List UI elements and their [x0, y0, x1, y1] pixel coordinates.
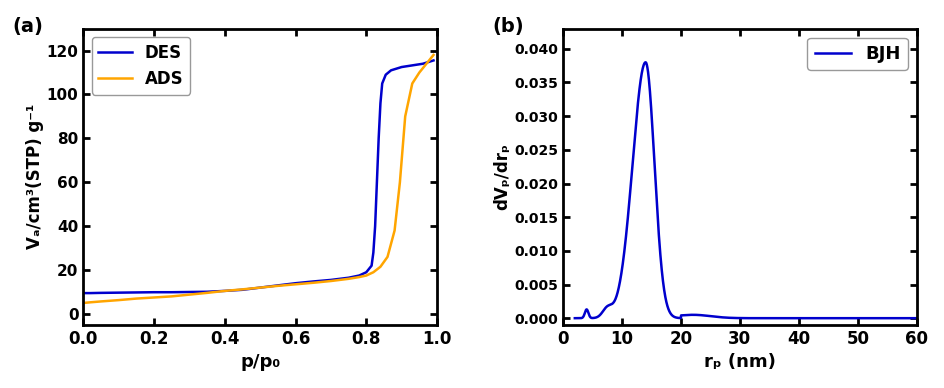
- DES: [219, 289, 230, 293]
- ADS: [272, 284, 283, 288]
- ADS: [201, 291, 212, 295]
- DES: [373, 136, 384, 141]
- DES: [113, 290, 125, 295]
- DES: [371, 180, 382, 185]
- ADS: [254, 285, 265, 290]
- Y-axis label: dVₚ/drₚ: dVₚ/drₚ: [493, 143, 511, 210]
- DES: [290, 281, 301, 286]
- DES: [201, 289, 212, 294]
- DES: [361, 270, 372, 275]
- ADS: [85, 300, 96, 305]
- DES: [166, 290, 177, 294]
- ADS: [290, 282, 301, 287]
- ADS: [113, 298, 125, 302]
- ADS: [413, 70, 425, 75]
- DES: [417, 61, 429, 66]
- DES: [367, 250, 379, 255]
- Legend: BJH: BJH: [806, 38, 907, 70]
- DES: [343, 275, 354, 280]
- ADS: [95, 299, 107, 304]
- DES: [379, 73, 391, 77]
- X-axis label: p/p₀: p/p₀: [240, 353, 280, 371]
- DES: [325, 277, 336, 282]
- ADS: [353, 275, 364, 279]
- ADS: [428, 53, 439, 57]
- DES: [385, 68, 396, 73]
- DES: [376, 81, 387, 86]
- DES: [130, 290, 142, 295]
- ADS: [424, 57, 435, 62]
- DES: [375, 101, 386, 106]
- DES: [77, 291, 89, 295]
- Line: DES: DES: [83, 61, 433, 293]
- Text: (a): (a): [12, 17, 43, 36]
- ADS: [325, 279, 336, 283]
- ADS: [389, 228, 400, 233]
- DES: [365, 263, 377, 268]
- DES: [307, 279, 318, 284]
- X-axis label: rₚ (nm): rₚ (nm): [703, 353, 775, 371]
- DES: [424, 59, 435, 64]
- ADS: [343, 277, 354, 281]
- DES: [410, 62, 421, 67]
- DES: [95, 291, 107, 295]
- DES: [254, 285, 265, 290]
- ADS: [219, 289, 230, 293]
- DES: [369, 224, 380, 229]
- ADS: [130, 296, 142, 301]
- ADS: [375, 265, 386, 269]
- DES: [420, 60, 431, 65]
- ADS: [394, 180, 405, 185]
- DES: [403, 64, 414, 68]
- ADS: [420, 61, 431, 66]
- ADS: [148, 295, 160, 300]
- ADS: [166, 294, 177, 299]
- DES: [428, 58, 439, 63]
- DES: [353, 273, 364, 278]
- ADS: [406, 81, 417, 86]
- ADS: [183, 292, 194, 297]
- DES: [237, 288, 248, 292]
- DES: [272, 283, 283, 288]
- ADS: [381, 255, 393, 259]
- Legend: DES, ADS: DES, ADS: [92, 37, 190, 95]
- ADS: [367, 270, 379, 275]
- ADS: [237, 287, 248, 292]
- Line: ADS: ADS: [83, 55, 433, 303]
- Y-axis label: Vₐ/cm³(STP) g⁻¹: Vₐ/cm³(STP) g⁻¹: [25, 104, 43, 249]
- Text: (b): (b): [492, 17, 523, 36]
- DES: [183, 290, 194, 294]
- ADS: [77, 301, 89, 305]
- DES: [148, 290, 160, 294]
- ADS: [307, 281, 318, 285]
- ADS: [399, 114, 411, 119]
- DES: [396, 65, 407, 69]
- ADS: [361, 273, 372, 278]
- DES: [85, 291, 96, 295]
